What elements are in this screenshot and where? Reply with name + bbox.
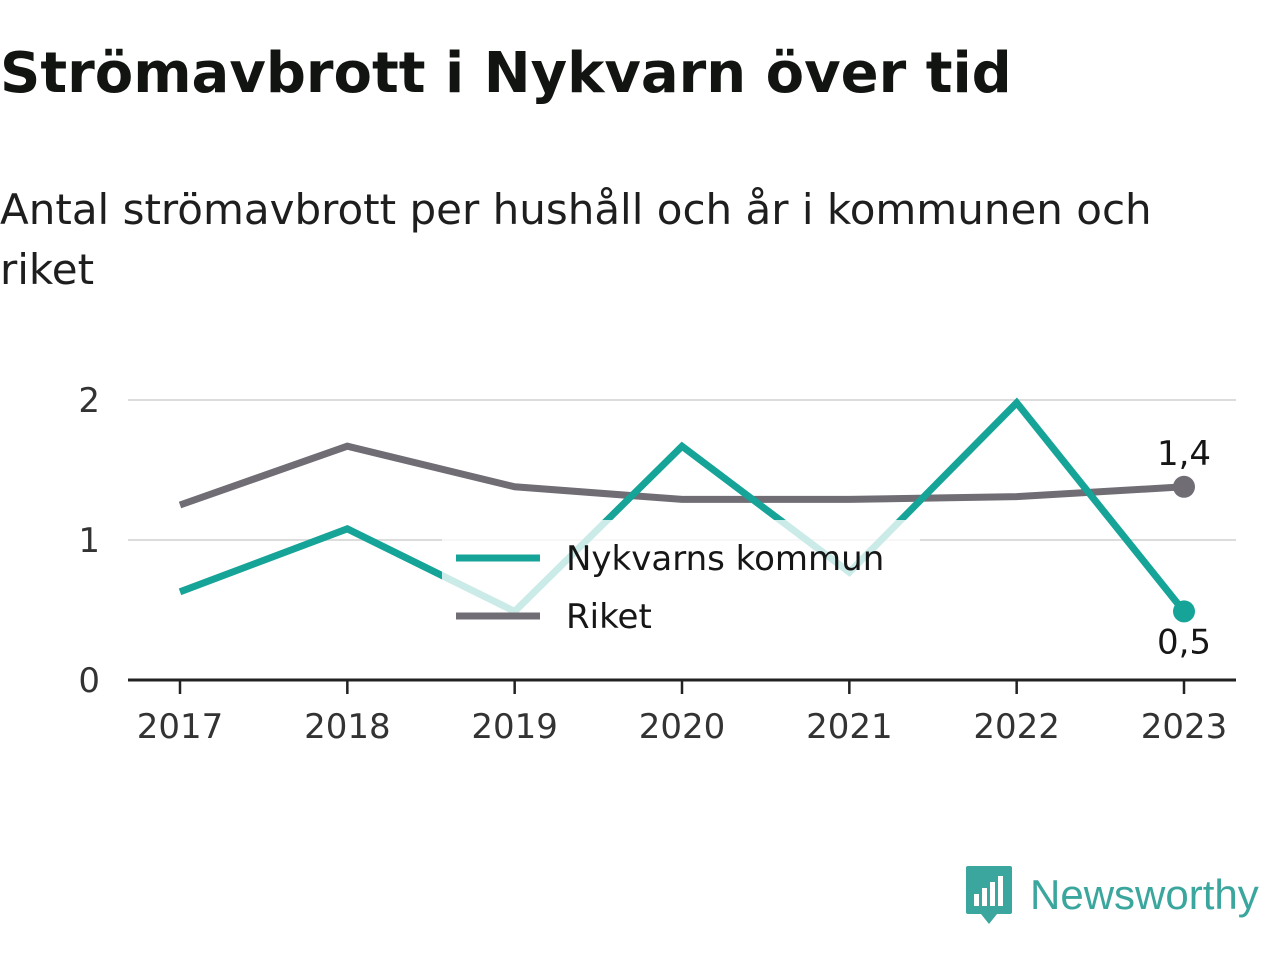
newsworthy-logo: Newsworthy bbox=[964, 864, 1259, 926]
series-line-nykvarns-kommun bbox=[178, 397, 1187, 616]
end-value-label: 1,4 bbox=[1157, 434, 1211, 474]
chart-subtitle: Antal strömavbrott per hushåll och år i … bbox=[0, 185, 1152, 294]
x-tick-label: 2018 bbox=[304, 707, 391, 747]
x-tick-label: 2021 bbox=[806, 707, 893, 747]
legend-label: Riket bbox=[566, 597, 652, 637]
x-tick-label: 2023 bbox=[1141, 707, 1228, 747]
legend-label: Nykvarns kommun bbox=[566, 539, 884, 579]
x-tick-label: 2022 bbox=[973, 707, 1060, 747]
legend-box bbox=[442, 520, 920, 644]
brand-name: Newsworthy bbox=[1030, 871, 1259, 918]
newsworthy-logo-icon bbox=[966, 866, 1012, 924]
end-point bbox=[1173, 475, 1195, 498]
chart-title: Strömavbrott i Nykvarn över tid bbox=[0, 41, 1012, 106]
end-value-label: 0,5 bbox=[1157, 622, 1211, 662]
y-tick-label: 1 bbox=[78, 521, 100, 561]
x-tick-label: 2017 bbox=[137, 707, 224, 747]
y-tick-label: 2 bbox=[78, 381, 100, 421]
y-tick-label: 0 bbox=[78, 661, 100, 701]
end-point bbox=[1173, 600, 1195, 623]
x-tick-label: 2020 bbox=[639, 707, 726, 747]
series-line-riket bbox=[178, 442, 1185, 509]
x-tick-label: 2019 bbox=[471, 707, 558, 747]
